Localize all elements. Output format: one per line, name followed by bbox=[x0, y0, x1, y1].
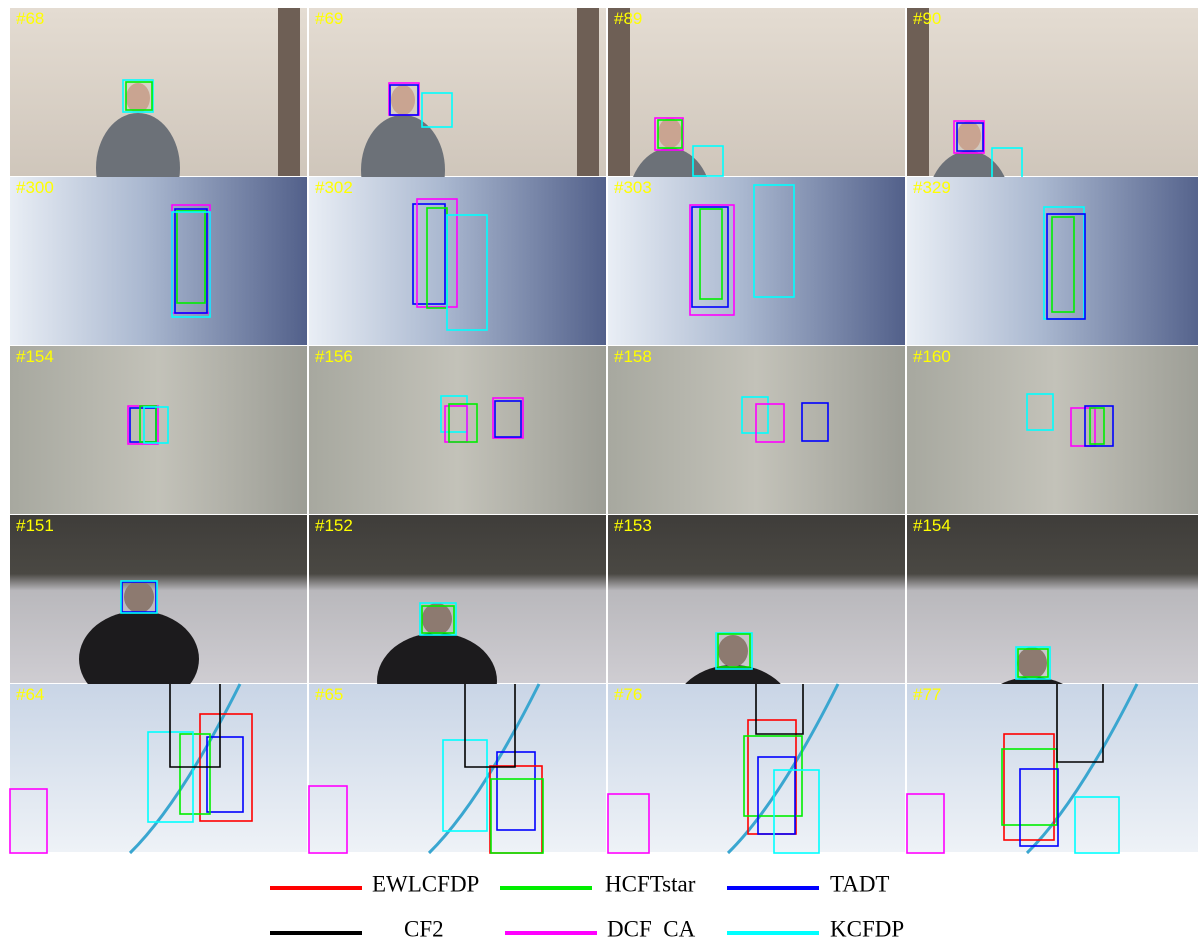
frame-image bbox=[10, 684, 307, 852]
frame-image bbox=[608, 515, 905, 683]
frame-number: #65 bbox=[315, 685, 343, 704]
face bbox=[124, 581, 154, 613]
face bbox=[422, 603, 452, 635]
frame-image bbox=[10, 177, 307, 345]
frame: #65 bbox=[309, 684, 606, 853]
face bbox=[658, 118, 682, 148]
frame-number: #303 bbox=[614, 178, 652, 197]
frame-number: #300 bbox=[16, 178, 54, 197]
frame-number: #158 bbox=[614, 347, 652, 366]
frame: #76 bbox=[608, 684, 905, 853]
frame-number: #154 bbox=[913, 516, 951, 535]
door bbox=[907, 8, 929, 176]
frame-number: #156 bbox=[315, 347, 353, 366]
frame-number: #152 bbox=[315, 516, 353, 535]
frame-image bbox=[309, 8, 606, 176]
frame-number: #90 bbox=[913, 9, 941, 28]
door bbox=[608, 8, 630, 176]
frame-image bbox=[309, 684, 606, 852]
frame: #151 bbox=[10, 515, 307, 707]
frame-number: #89 bbox=[614, 9, 642, 28]
frame: #77 bbox=[907, 684, 1198, 853]
frame-image bbox=[907, 515, 1198, 683]
frame-image bbox=[907, 8, 1198, 176]
frame-number: #64 bbox=[16, 685, 44, 704]
frame: #154 bbox=[10, 346, 307, 514]
legend-label: DCF CA bbox=[607, 916, 696, 941]
frame-image bbox=[608, 8, 905, 176]
frame-number: #153 bbox=[614, 516, 652, 535]
face bbox=[1017, 647, 1047, 679]
frame-number: #302 bbox=[315, 178, 353, 197]
frame-number: #68 bbox=[16, 9, 44, 28]
face bbox=[391, 85, 415, 115]
frame: #302 bbox=[309, 177, 606, 345]
frame: #156 bbox=[309, 346, 606, 514]
frame-image bbox=[907, 684, 1198, 852]
legend-label: KCFDP bbox=[830, 916, 904, 941]
door bbox=[577, 8, 599, 176]
frame: #158 bbox=[608, 346, 905, 514]
frame-number: #77 bbox=[913, 685, 941, 704]
frame-image bbox=[309, 346, 606, 514]
frame-image bbox=[608, 177, 905, 345]
face bbox=[957, 121, 981, 151]
frame-number: #329 bbox=[913, 178, 951, 197]
frame: #64 bbox=[10, 684, 307, 853]
frame-number: #76 bbox=[614, 685, 642, 704]
legend-label: HCFTstar bbox=[605, 871, 696, 896]
frame: #160 bbox=[907, 346, 1198, 514]
face bbox=[718, 635, 748, 667]
legend-label: TADT bbox=[830, 871, 889, 896]
legend-label: EWLCFDP bbox=[372, 871, 479, 896]
frame-number: #154 bbox=[16, 347, 54, 366]
door bbox=[278, 8, 300, 176]
frame: #300 bbox=[10, 177, 307, 345]
figure: #68 #69 #89 #90 #300 #302 #303 #329 #154 #156 #158… bbox=[0, 0, 1198, 946]
face bbox=[126, 83, 150, 113]
frame: #303 bbox=[608, 177, 905, 345]
frame-number: #160 bbox=[913, 347, 951, 366]
frame-number: #69 bbox=[315, 9, 343, 28]
legend-label: CF2 bbox=[404, 916, 444, 941]
frame: #329 bbox=[907, 177, 1198, 345]
frame-number: #151 bbox=[16, 516, 54, 535]
